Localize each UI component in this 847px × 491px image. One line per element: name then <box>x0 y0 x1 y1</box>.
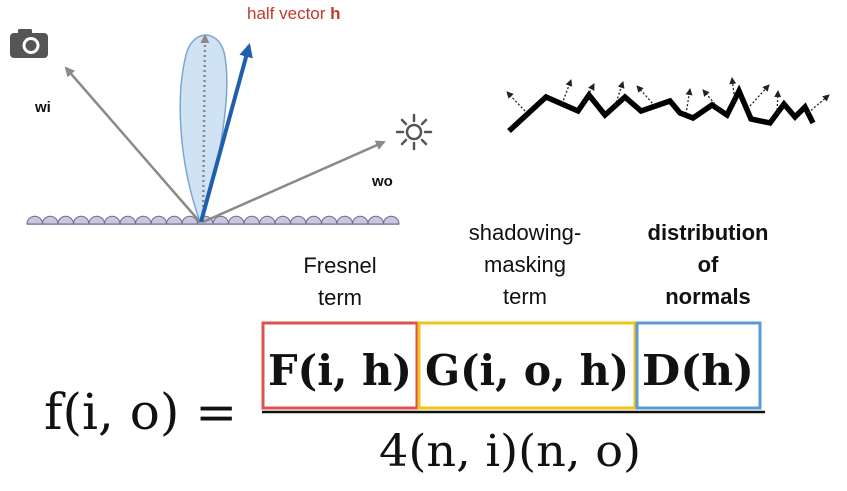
fresnel-box <box>261 321 419 410</box>
equation-lhs: f(i, o) = <box>44 383 237 441</box>
fresnel-term: F(i, h) <box>268 346 412 395</box>
half-vector-symbol: h <box>330 4 340 23</box>
wi-label: wi <box>34 99 51 116</box>
svg-text:distribution: distribution <box>648 220 769 245</box>
svg-text:term: term <box>318 285 362 310</box>
svg-text:shadowing-: shadowing- <box>469 220 582 245</box>
scattering-diagram: half vector h wi wo <box>10 4 433 225</box>
shadowing-box <box>417 321 637 410</box>
equation-denominator: 4(n, i)(n, o) <box>379 426 641 477</box>
shadowing-caption: shadowing- masking term <box>469 220 582 309</box>
surface-normal-arrow <box>200 34 210 223</box>
microfacet-profile <box>507 84 816 134</box>
svg-text:term: term <box>503 284 547 309</box>
brdf-equation: f(i, o) = F(i, h) G(i, o, h) D(h) 4(n, i… <box>44 321 765 477</box>
microfacet-surface <box>506 77 830 134</box>
svg-text:normals: normals <box>665 284 751 309</box>
specular-lobe <box>179 34 228 225</box>
svg-text:masking: masking <box>484 252 566 277</box>
facet-normal-arrows <box>506 77 830 115</box>
camera-icon <box>10 29 48 58</box>
distribution-caption: distribution of normals <box>648 220 769 309</box>
shadowing-term: G(i, o, h) <box>425 346 629 395</box>
wo-arrow <box>202 140 386 224</box>
svg-text:Fresnel: Fresnel <box>303 253 376 278</box>
wo-label: wo <box>371 173 393 190</box>
half-vector-arrow <box>199 43 253 223</box>
distribution-box <box>635 321 762 410</box>
distribution-term: D(h) <box>642 346 754 395</box>
half-vector-label: half vector h <box>247 4 341 23</box>
surface-bumps <box>26 215 400 225</box>
svg-text:of: of <box>698 252 719 277</box>
fresnel-caption: Fresnel term <box>303 253 376 310</box>
wi-arrow <box>64 66 201 223</box>
sun-icon <box>395 113 433 151</box>
